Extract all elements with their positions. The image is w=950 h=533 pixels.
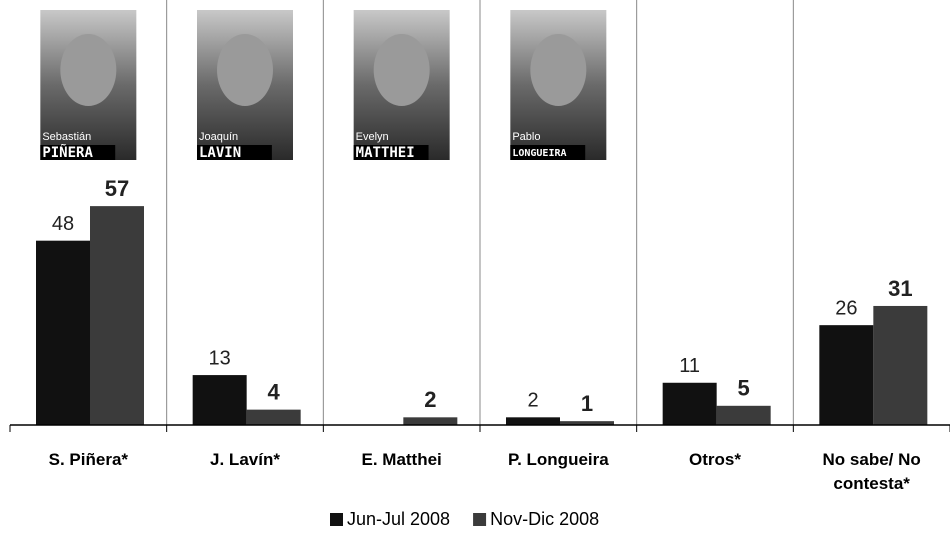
- legend-label: Jun-Jul 2008: [347, 509, 450, 529]
- x-tick-label: Otros*: [689, 450, 741, 469]
- bar: [90, 206, 144, 425]
- x-tick-label: E. Matthei: [361, 450, 442, 469]
- data-label: 2: [424, 387, 436, 412]
- data-label: 4: [268, 379, 281, 404]
- bar: [662, 382, 717, 425]
- x-tick-label: J. Lavín*: [210, 450, 280, 469]
- photo-first-name: Sebastián: [42, 131, 91, 143]
- bar: [716, 405, 771, 425]
- bar: [36, 240, 90, 425]
- name-box: [40, 145, 116, 160]
- photo-face: [60, 34, 117, 106]
- photo-face: [373, 34, 430, 106]
- data-label: 1: [581, 391, 593, 416]
- data-label: 5: [738, 376, 750, 401]
- x-tick-label: P. Longueira: [507, 450, 609, 469]
- bar: [873, 305, 928, 425]
- data-label: 11: [679, 355, 700, 377]
- name-box: [353, 145, 429, 160]
- bar: [246, 409, 301, 425]
- bar: [560, 421, 614, 425]
- legend-swatch: [473, 513, 487, 526]
- photo-last-name: PIÑERA: [42, 144, 93, 161]
- legend-swatch: [330, 513, 343, 526]
- data-label: 57: [105, 176, 129, 201]
- bar: [192, 375, 247, 425]
- name-box: [197, 145, 272, 160]
- bar: [506, 417, 560, 425]
- name-box: [510, 145, 586, 160]
- data-label: 26: [835, 297, 857, 319]
- photo-face: [530, 34, 587, 106]
- photo-first-name: Joaquín: [199, 131, 238, 143]
- data-label: 13: [209, 347, 231, 369]
- x-tick-label: S. Piñera*: [48, 450, 129, 469]
- bar: [819, 325, 874, 425]
- data-label: 2: [527, 390, 538, 412]
- photo-first-name: Evelyn: [356, 131, 389, 143]
- photo-last-name: LAVIN: [199, 145, 241, 161]
- photo-face: [217, 34, 273, 106]
- photo-first-name: Pablo: [512, 131, 540, 143]
- photo-last-name: MATTHEI: [356, 145, 415, 161]
- photo-last-name: LONGUEIRA: [512, 148, 566, 159]
- data-label: 48: [52, 213, 74, 235]
- data-label: 31: [888, 276, 912, 301]
- bar: [403, 417, 458, 425]
- legend-label: Nov-Dic 2008: [490, 509, 599, 529]
- x-tick-label: No sabe/ No contesta*: [822, 450, 921, 493]
